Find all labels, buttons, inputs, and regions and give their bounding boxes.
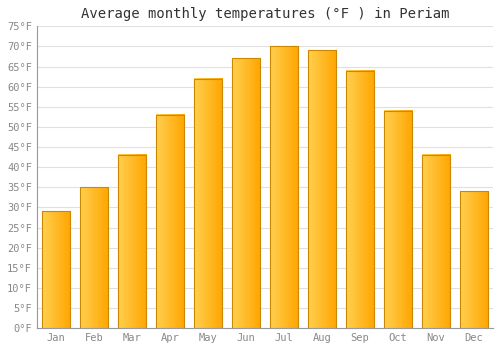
Bar xyxy=(80,187,108,328)
Bar xyxy=(156,115,184,328)
Bar xyxy=(384,111,412,328)
Bar xyxy=(232,58,260,328)
Bar xyxy=(422,155,450,328)
Bar xyxy=(308,50,336,328)
Bar xyxy=(346,71,374,328)
Bar xyxy=(194,79,222,328)
Bar xyxy=(42,211,70,328)
Bar xyxy=(118,155,146,328)
Bar xyxy=(270,47,298,328)
Title: Average monthly temperatures (°F ) in Periam: Average monthly temperatures (°F ) in Pe… xyxy=(80,7,449,21)
Bar xyxy=(460,191,488,328)
